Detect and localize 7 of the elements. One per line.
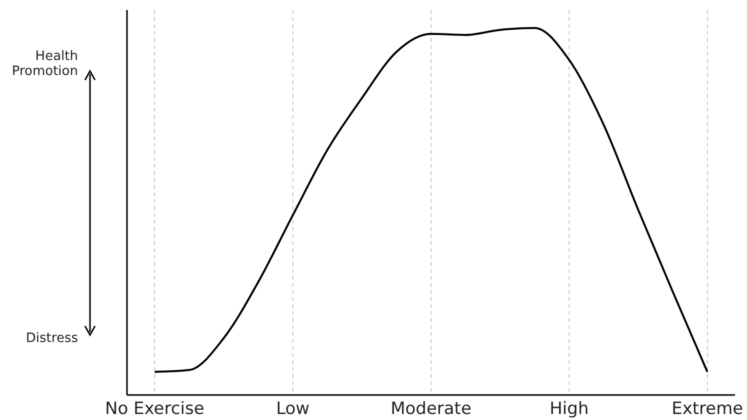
text: Health Promotion	[12, 49, 78, 79]
x-tick-label: Extreme	[672, 399, 744, 420]
x-tick-label: High	[550, 399, 589, 420]
x-tick-label: Moderate	[390, 399, 472, 420]
text: Distress	[26, 331, 78, 346]
x-tick-label: Low	[276, 399, 310, 420]
x-tick-label: No Exercise	[105, 399, 204, 420]
